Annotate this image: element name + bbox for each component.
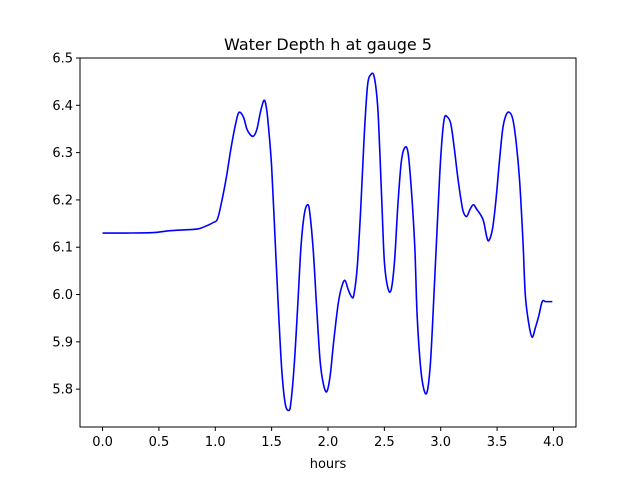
x-tick-label: 3.5	[487, 435, 508, 450]
y-axis: 5.8 5.9 6.0 6.1 6.2 6.3 6.4 6.5	[52, 52, 80, 398]
plot-area-frame	[79, 57, 577, 428]
y-tick-label: 5.9	[52, 335, 73, 350]
x-tick-label: 2.5	[374, 435, 395, 450]
x-tick-label: 2.0	[318, 435, 339, 450]
x-axis: 0.0 0.5 1.0 1.5 2.0 2.5 3.0 3.5 4.0	[92, 427, 564, 450]
y-tick-label: 5.8	[52, 383, 73, 398]
x-tick-label: 0.0	[92, 435, 113, 450]
y-tick-label: 6.4	[52, 99, 73, 114]
series-layer	[102, 72, 553, 412]
y-tick-label: 6.2	[52, 193, 73, 208]
series-line	[102, 72, 553, 412]
x-tick-label: 1.5	[261, 435, 282, 450]
x-tick-label: 1.0	[205, 435, 226, 450]
y-tick-label: 6.1	[52, 241, 73, 256]
chart-title: Water Depth h at gauge 5	[224, 35, 432, 54]
y-tick-label: 6.3	[52, 146, 73, 161]
y-tick-label: 6.5	[52, 52, 73, 67]
x-tick-label: 3.0	[430, 435, 451, 450]
x-axis-label: hours	[310, 457, 347, 472]
y-tick-label: 6.0	[52, 288, 73, 303]
x-tick-label: 4.0	[543, 435, 564, 450]
x-tick-label: 0.5	[149, 435, 170, 450]
